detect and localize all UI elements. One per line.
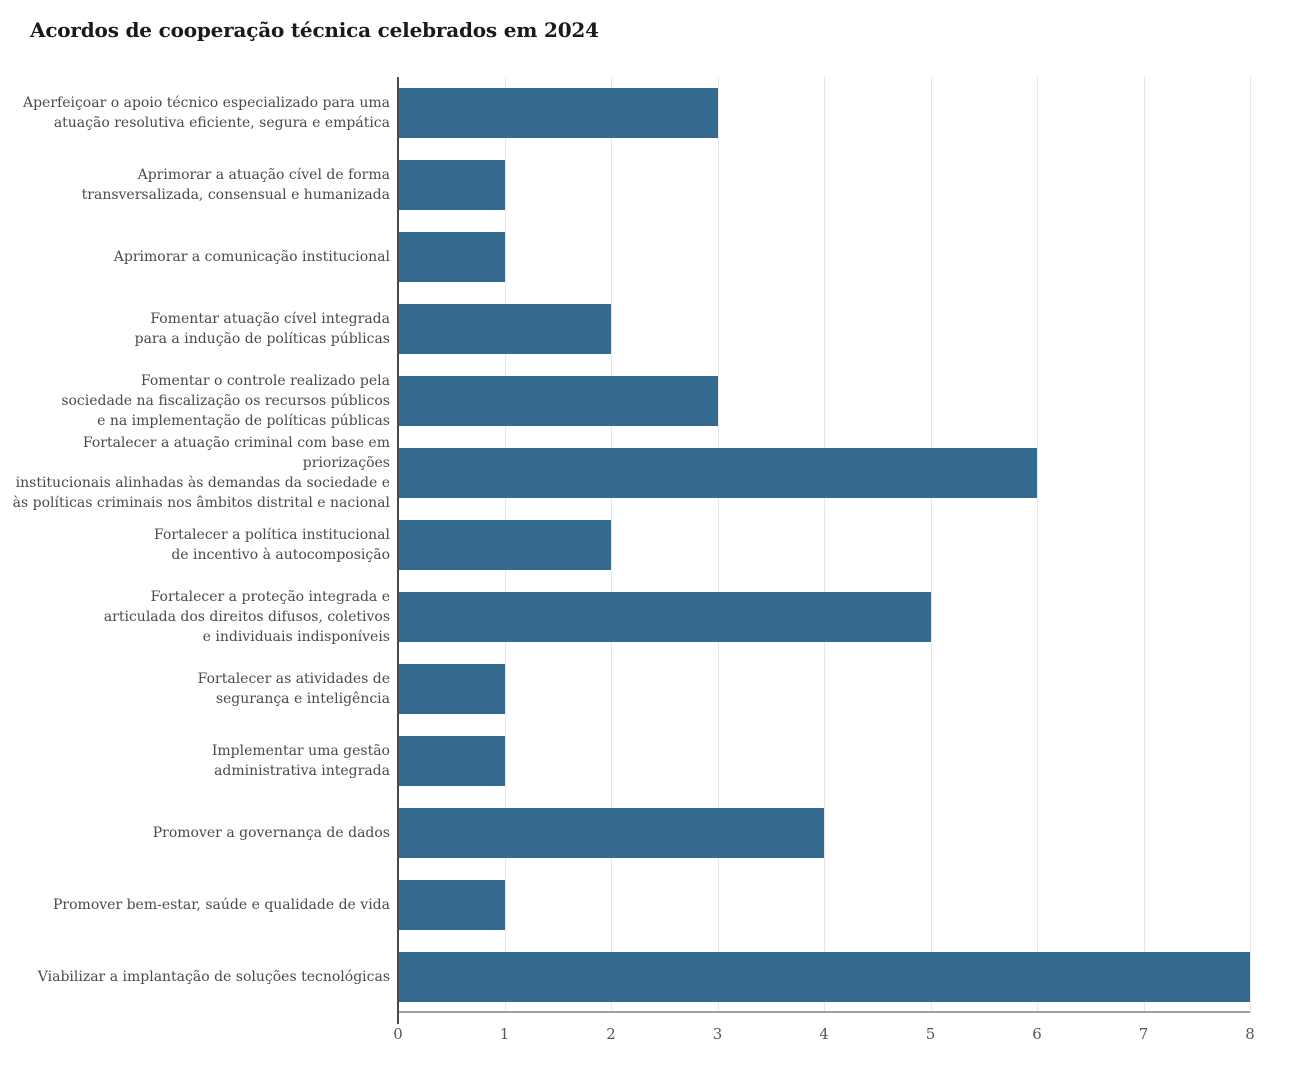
gridline [1250,77,1251,1013]
bar [398,808,824,858]
gridline [1143,77,1145,1013]
chart-row [398,653,1250,725]
x-tick-label: 5 [925,1025,936,1043]
chart-row [398,149,1250,221]
category-label: Fomentar o controle realizado pela socie… [61,373,390,429]
y-axis-spine [397,77,399,1024]
bar [398,88,718,138]
x-axis-tick-labels: 0 1 2 3 4 5 6 7 8 [393,1024,1255,1046]
bar [398,736,505,786]
category-label: Promover a governança de dados [152,825,390,841]
bar [398,304,611,354]
bar [398,952,1250,1002]
gridline [717,77,719,1013]
plot-area [397,77,1251,1024]
gridline [824,77,825,1013]
chart-title: Acordos de cooperação técnica celebrados… [30,18,599,42]
category-label: Fortalecer as atividades de segurança e … [197,671,390,707]
bar-rows [398,77,1250,1013]
category-label: Fomentar atuação cível integrada para a … [134,311,390,347]
gridline [1037,77,1038,1013]
chart-row [398,293,1250,365]
gridline [930,77,932,1013]
x-tick-label: 8 [1245,1025,1255,1043]
x-tick-label: 2 [606,1025,616,1043]
category-label: Fortalecer a política institucional de i… [154,527,390,563]
category-labels-column: Aperfeiçoar o apoio técnico especializad… [2,77,390,1013]
x-tick-label: 7 [1138,1025,1149,1043]
category-label: Fortalecer a proteção integrada e articu… [103,589,390,645]
chart-row [398,797,1250,869]
chart-row [398,77,1250,149]
x-tick-label: 6 [1032,1025,1042,1043]
bar [398,592,931,642]
category-label: Aprimorar a comunicação institucional [113,249,390,265]
category-label: Viabilizar a implantação de soluções tec… [37,969,390,985]
chart-row [398,365,1250,437]
category-label: Aperfeiçoar o apoio técnico especializad… [22,95,390,131]
bar [398,376,718,426]
chart-row [398,509,1250,581]
chart-row [398,869,1250,941]
x-tick-label: 4 [819,1025,829,1043]
bar [398,880,505,930]
chart-row [398,437,1250,509]
bar [398,520,611,570]
x-tick-label: 0 [393,1025,403,1043]
category-label: Implementar uma gestão administrativa in… [211,743,390,779]
chart-row [398,725,1250,797]
x-tick-label: 1 [499,1025,510,1043]
category-label: Promover bem-estar, saúde e qualidade de… [53,897,390,913]
bar [398,160,505,210]
category-label: Aprimorar a atuação cível de forma trans… [81,167,390,203]
chart-row [398,941,1250,1013]
category-label: Fortalecer a atuação criminal com base e… [12,435,390,511]
x-axis-line [398,1011,1250,1013]
bar [398,448,1037,498]
x-tick-label: 3 [712,1025,723,1043]
chart-row [398,581,1250,653]
bar [398,664,505,714]
gridline [611,77,612,1013]
bar [398,232,505,282]
chart-row [398,221,1250,293]
